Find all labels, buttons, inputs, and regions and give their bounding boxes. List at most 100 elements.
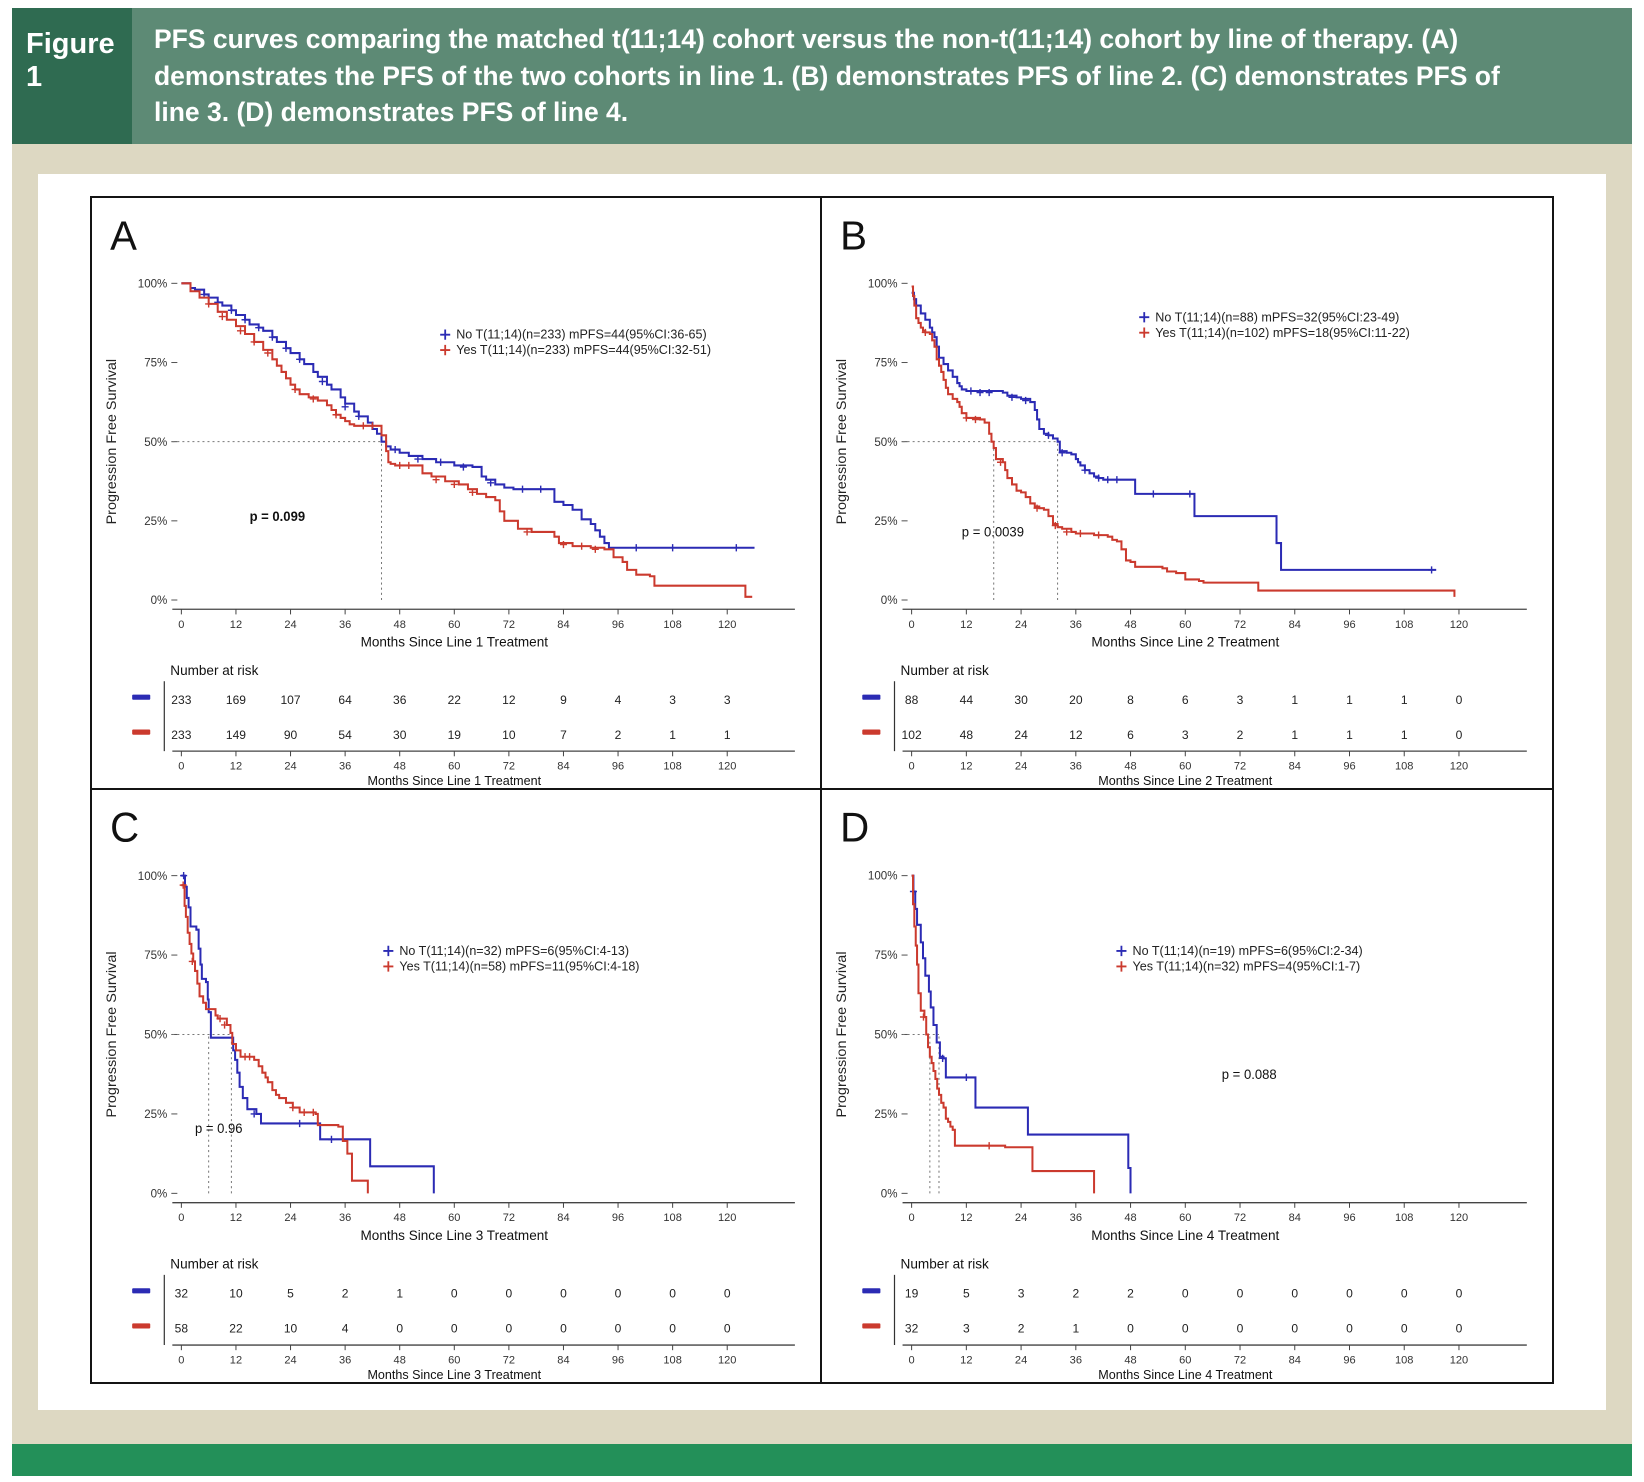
risk-value: 36 — [393, 692, 407, 706]
risk-value: 0 — [560, 1321, 567, 1335]
risk-value: 0 — [1401, 1286, 1408, 1300]
x-tick-label: 36 — [1070, 1212, 1082, 1224]
censor-mark — [578, 542, 586, 550]
censor-mark — [487, 478, 495, 487]
x-tick-label: 72 — [1234, 1212, 1246, 1224]
y-tick-label: 75% — [874, 949, 897, 962]
risk-x-tick-label: 0 — [909, 1354, 915, 1366]
risk-row-marker-no — [862, 1288, 881, 1294]
risk-value: 8 — [1127, 692, 1134, 706]
risk-value: 0 — [1291, 1286, 1298, 1300]
x-axis-title: Months Since Line 3 Treatment — [361, 1227, 549, 1242]
risk-x-tick-label: 108 — [663, 760, 681, 772]
censor-mark — [591, 545, 599, 553]
risk-x-tick-label: 108 — [663, 1354, 681, 1366]
y-tick-label: 25% — [144, 515, 167, 528]
legend-entry: Yes T(11;14)(n=58) mPFS=11(95%CI:4-18) — [399, 958, 639, 973]
censor-mark — [1022, 396, 1030, 404]
risk-value: 0 — [1401, 1321, 1408, 1335]
risk-x-tick-label: 108 — [1395, 1354, 1413, 1366]
risk-x-tick-label: 0 — [909, 760, 915, 772]
legend-entry: No T(11;14)(n=88) mPFS=32(95%CI:23-49) — [1155, 309, 1399, 324]
risk-value: 233 — [171, 692, 191, 706]
risk-value: 12 — [502, 692, 516, 706]
risk-x-tick-label: 24 — [284, 1354, 296, 1366]
legend-marker — [440, 329, 451, 340]
y-tick-label: 0% — [151, 594, 168, 607]
censor-mark — [414, 455, 422, 463]
y-tick-label: 100% — [868, 277, 898, 290]
risk-value: 0 — [1237, 1286, 1244, 1300]
risk-value: 0 — [1456, 1321, 1463, 1335]
censor-mark — [1095, 531, 1103, 539]
censor-mark — [241, 315, 249, 324]
risk-value: 3 — [669, 692, 676, 706]
x-tick-label: 72 — [503, 618, 515, 630]
censor-mark — [1076, 529, 1084, 537]
x-tick-label: 96 — [1343, 618, 1355, 630]
risk-x-tick-label: 36 — [1070, 1354, 1082, 1366]
risk-x-tick-label: 48 — [394, 760, 406, 772]
risk-value: 0 — [451, 1286, 458, 1300]
risk-x-tick-label: 36 — [1070, 760, 1082, 772]
censor-mark — [246, 1052, 254, 1061]
risk-value: 4 — [342, 1321, 349, 1335]
censor-mark — [1008, 393, 1016, 401]
risk-value: 1 — [396, 1286, 403, 1300]
risk-value: 0 — [396, 1321, 403, 1335]
censor-mark — [997, 458, 1005, 466]
legend-entry: Yes T(11;14)(n=102) mPFS=18(95%CI:11-22) — [1155, 324, 1410, 339]
censor-mark — [1058, 448, 1066, 457]
risk-value: 3 — [724, 692, 731, 706]
risk-value: 2 — [1127, 1286, 1134, 1300]
x-tick-label: 0 — [909, 618, 915, 630]
x-axis-title: Months Since Line 4 Treatment — [1091, 1227, 1279, 1242]
risk-value: 12 — [1069, 727, 1083, 741]
censor-mark — [1104, 475, 1112, 483]
censor-mark — [468, 488, 477, 496]
censor-mark — [396, 461, 404, 469]
figure-header: Figure 1 PFS curves comparing the matche… — [12, 8, 1632, 144]
censor-mark — [221, 1021, 229, 1029]
risk-x-tick-label: 60 — [448, 1354, 460, 1366]
censor-mark — [327, 1135, 335, 1143]
y-tick-label: 100% — [868, 869, 898, 882]
legend-entry: No T(11;14)(n=19) mPFS=6(95%CI:2-34) — [1133, 943, 1363, 958]
risk-value: 54 — [338, 727, 352, 741]
risk-value: 20 — [1069, 692, 1083, 706]
risk-x-axis-title: Months Since Line 1 Treatment — [368, 774, 542, 788]
risk-value: 0 — [1346, 1286, 1353, 1300]
risk-value: 0 — [724, 1321, 731, 1335]
risk-x-axis-title: Months Since Line 3 Treatment — [367, 1367, 541, 1382]
x-tick-label: 36 — [1070, 618, 1082, 630]
censor-mark — [971, 415, 979, 423]
y-tick-label: 100% — [138, 277, 168, 290]
risk-value: 64 — [338, 692, 352, 706]
x-tick-label: 24 — [1015, 618, 1027, 630]
x-tick-label: 48 — [1124, 1212, 1136, 1224]
risk-value: 107 — [280, 692, 300, 706]
censor-mark — [919, 1013, 927, 1021]
censor-mark — [218, 312, 226, 320]
censor-mark — [537, 485, 545, 493]
panel-d-km-plot: D Progression Free Survival 100% 75% 50% 25% 0… — [822, 789, 1552, 1382]
p-value-label: p = 0.96 — [195, 1121, 243, 1136]
risk-value: 5 — [963, 1286, 970, 1300]
x-tick-label: 12 — [230, 618, 242, 630]
risk-value: 30 — [393, 727, 407, 741]
risk-value: 0 — [724, 1286, 731, 1300]
risk-value: 88 — [905, 692, 919, 706]
y-tick-label: 0% — [151, 1187, 168, 1200]
panel-b-km-plot: B Progression Free Survival 100% 75% 50% 25% 0… — [822, 197, 1552, 790]
p-value-label: p = 0.0039 — [962, 524, 1024, 539]
panel-c-km-plot: C Progression Free Survival 100% 75% 50% 25% 0… — [92, 789, 822, 1382]
y-tick-label: 25% — [874, 1108, 897, 1121]
risk-value: 2 — [1072, 1286, 1079, 1300]
risk-x-tick-label: 72 — [1234, 1354, 1246, 1366]
censor-mark — [523, 528, 531, 536]
risk-x-tick-label: 96 — [612, 1354, 624, 1366]
risk-x-tick-label: 120 — [1450, 1354, 1468, 1366]
risk-value: 2 — [615, 727, 622, 741]
